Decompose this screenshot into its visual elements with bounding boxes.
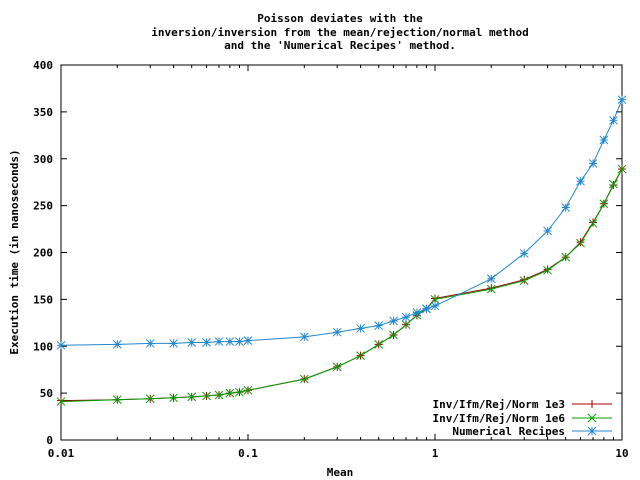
y-tick-label: 0 <box>46 434 53 447</box>
data-point <box>202 338 211 347</box>
data-point <box>56 397 66 406</box>
data-point <box>225 388 235 398</box>
title-line-1: Poisson deviates with the <box>257 12 423 25</box>
data-point <box>599 135 609 145</box>
data-point <box>430 301 440 311</box>
x-tick-label: 0.01 <box>48 447 75 460</box>
data-point <box>169 393 178 403</box>
data-point <box>588 219 598 228</box>
data-point <box>609 179 618 189</box>
axes: 0 50 100 150 200 250 300 350 400 0.01 0.1 1 10 <box>33 59 629 460</box>
series-2 <box>56 164 627 406</box>
x-tick-label: 1 <box>432 447 439 460</box>
series-3 <box>56 95 627 350</box>
plot-frame <box>60 64 623 441</box>
data-point <box>243 385 253 395</box>
data-point <box>374 321 384 330</box>
data-point <box>225 337 235 346</box>
data-point <box>145 339 155 348</box>
title-line-2: inversion/inversion from the mean/reject… <box>151 26 529 39</box>
y-tick-label: 250 <box>33 200 53 213</box>
data-point <box>112 340 122 349</box>
data-point <box>299 332 309 342</box>
data-point <box>243 336 253 345</box>
data-point <box>617 164 627 174</box>
chart-title: Poisson deviates with the inversion/inve… <box>151 12 529 52</box>
data-point <box>187 338 197 347</box>
data-point <box>214 390 224 400</box>
data-point <box>389 330 398 340</box>
series-group <box>56 95 627 406</box>
data-point <box>401 320 411 330</box>
x-tick-label: 10 <box>615 447 628 460</box>
series-line <box>60 168 623 403</box>
data-point <box>235 337 244 346</box>
data-point <box>56 340 66 350</box>
data-point <box>588 159 598 168</box>
data-point <box>145 394 155 404</box>
data-point <box>202 391 211 401</box>
data-point <box>422 304 431 314</box>
data-point <box>486 274 496 284</box>
data-point <box>356 324 365 333</box>
data-point <box>401 312 411 322</box>
data-point <box>576 176 585 186</box>
series-line <box>60 168 623 402</box>
data-point <box>486 284 496 294</box>
data-point <box>599 199 609 209</box>
legend-marker <box>587 413 597 423</box>
y-tick-label: 300 <box>33 153 53 166</box>
data-point <box>356 351 365 360</box>
data-point <box>332 327 342 337</box>
data-point <box>617 95 627 105</box>
data-point <box>112 395 122 405</box>
y-tick-label: 100 <box>33 340 53 353</box>
data-point <box>543 265 552 274</box>
data-point <box>412 308 422 317</box>
data-point <box>374 340 384 349</box>
series-1 <box>57 165 626 405</box>
data-point <box>519 249 529 258</box>
legend-label: Numerical Recipes <box>452 425 565 438</box>
data-point <box>543 265 552 275</box>
y-tick-label: 150 <box>33 293 53 306</box>
data-point <box>235 387 244 397</box>
data-point <box>519 276 529 285</box>
x-tick-label: 0.1 <box>238 447 258 460</box>
title-line-3: and the 'Numerical Recipes' method. <box>224 39 456 52</box>
data-point <box>187 392 197 402</box>
data-point <box>214 337 224 346</box>
data-point <box>561 252 571 262</box>
legend-marker <box>587 426 597 436</box>
legend-label: Inv/Ifm/Rej/Norm 1e6 <box>433 412 566 425</box>
legend-label: Inv/Ifm/Rej/Norm 1e3 <box>433 398 565 411</box>
series-line <box>60 99 623 346</box>
data-point <box>332 362 342 372</box>
y-axis-label: Execution time (in nanoseconds) <box>8 149 21 354</box>
data-point <box>561 203 571 212</box>
data-point <box>430 295 440 304</box>
data-point <box>576 238 585 248</box>
data-point <box>543 226 552 236</box>
data-point <box>299 374 309 384</box>
data-point <box>609 115 618 125</box>
data-point <box>57 396 65 405</box>
x-axis-label: Mean <box>327 466 354 479</box>
y-tick-label: 350 <box>33 106 53 119</box>
legend-marker <box>588 400 596 408</box>
y-tick-label: 200 <box>33 247 53 260</box>
y-tick-label: 50 <box>40 387 53 400</box>
data-point <box>169 339 178 348</box>
data-point <box>389 316 398 326</box>
y-tick-label: 400 <box>33 59 53 72</box>
